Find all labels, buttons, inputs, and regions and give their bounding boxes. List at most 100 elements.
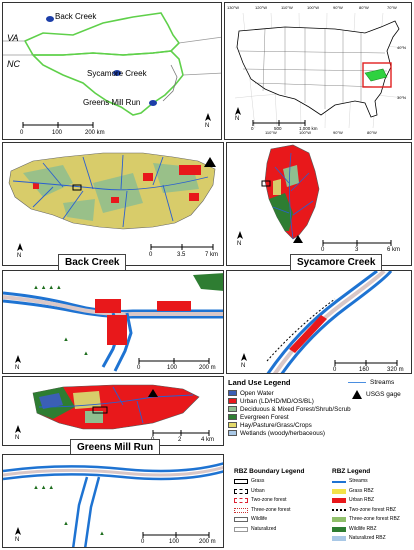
scale-tick-2: 200 m	[199, 539, 216, 545]
legend-item: Urban RBZ	[332, 496, 412, 506]
scale-tick-2: 6 km	[387, 247, 401, 253]
legend-item: Urban (LD/HD/MD/OS/BL)	[228, 397, 348, 405]
lon-label-bottom-3: 80°W	[367, 130, 377, 135]
north-arrow-label: N	[17, 253, 22, 259]
back-creek-detail-map: ▲ ▲ ▲ ▲ ▲ ▲	[3, 273, 223, 372]
scale-tick-2: 200 km	[85, 130, 105, 136]
greens-detail-panel: ▲ ▲ ▲ ▲ ▲ N 0 100 200 m	[2, 454, 224, 548]
swatch	[234, 517, 248, 523]
legend-item: Three-zone forest RBZ	[332, 515, 412, 525]
sycamore-detail-map	[241, 271, 398, 373]
va-state-label: VA	[7, 33, 19, 43]
scale-tick-2: 320 m	[387, 367, 404, 373]
swatch	[234, 488, 248, 494]
scale-tick-2: 7 km	[205, 252, 219, 258]
scale-tick-0: 0	[20, 130, 24, 136]
lon-label-top-5: 80°W	[359, 5, 369, 10]
scale-tick-1: 160	[359, 367, 370, 373]
scale-tick-2: 4 km	[201, 437, 215, 443]
rbz-legend: RBZ Legend Streams Grass RBZ Urban RBZ T…	[332, 468, 412, 548]
swatch	[332, 536, 346, 542]
svg-text:▲: ▲	[99, 531, 105, 537]
north-arrow-label: N	[237, 241, 242, 247]
swatch	[332, 526, 346, 532]
scale-tick-0: 0	[149, 252, 153, 258]
legend-item: Hay/Pasture/Grass/Crops	[228, 421, 348, 429]
legend-item: Streams	[332, 477, 412, 487]
north-arrow-label: N	[235, 116, 240, 122]
lat-label-1: 30°N	[397, 95, 406, 100]
legend-item: Wetlands (woody/herbaceous)	[228, 429, 348, 437]
back-creek-watershed-map	[8, 152, 216, 251]
sycamore-creek-title: Sycamore Creek	[290, 254, 383, 271]
swatch	[228, 390, 237, 396]
sycamore-detail-panel: N 0 160 320 m	[226, 270, 412, 374]
gage-legend-item: USGS gage	[352, 390, 401, 399]
lon-label-top-0: 130°W	[227, 5, 240, 10]
lon-label-top-4: 90°W	[333, 5, 343, 10]
north-arrow-label: N	[15, 365, 20, 371]
back-creek-title: Back Creek	[58, 254, 127, 271]
rbz-boundary-legend: RBZ Boundary Legend Grass Urban Two-zone…	[234, 468, 324, 548]
scale-tick-0: 0	[141, 539, 145, 545]
greens-mill-run-site-label: Greens Mill Run	[83, 98, 141, 107]
rbz-boundary-legend-title: RBZ Boundary Legend	[234, 468, 305, 475]
swatch	[228, 398, 237, 404]
scale-tick-1: 3.5	[177, 252, 186, 258]
scale-tick-1: 100	[169, 539, 180, 545]
rbz-legend-title: RBZ Legend	[332, 468, 371, 475]
swatch	[234, 507, 248, 513]
legend-item: Evergreen Forest	[228, 413, 348, 421]
legend-item: Open Water	[228, 389, 348, 397]
nc-va-map	[3, 3, 221, 139]
legend-item: Urban	[234, 487, 324, 497]
legend-item: Two-zone forest	[234, 496, 324, 506]
land-use-legend-title: Land Use Legend	[228, 378, 291, 387]
legend-item: Naturalized	[234, 525, 324, 535]
land-use-legend: Land Use Legend Open Water Urban (LD/HD/…	[228, 378, 412, 448]
swatch	[228, 414, 237, 420]
greens-mill-run-map	[15, 384, 210, 436]
us-map-panel: 130°W 120°W 110°W 100°W 90°W 80°W 70°W 1…	[224, 2, 412, 140]
scale-tick-1: 2	[178, 437, 182, 443]
stream-line-icon	[348, 382, 366, 383]
nc-state-label: NC	[7, 59, 20, 69]
svg-text:▲ ▲ ▲: ▲ ▲ ▲	[33, 485, 54, 491]
swatch	[332, 498, 346, 504]
lon-label-bottom-2: 90°W	[333, 130, 343, 135]
lon-label-top-1: 120°W	[255, 5, 268, 10]
swatch	[332, 509, 346, 512]
swatch	[332, 517, 346, 523]
triangle-icon	[352, 390, 362, 399]
scale-tick-2: 200 m	[199, 365, 216, 371]
greens-mill-run-panel: N 0 2 4 km	[2, 376, 224, 446]
legend-item: Deciduous & Mixed Forest/Shrub/Scrub	[228, 405, 351, 413]
swatch	[234, 526, 248, 532]
scale-tick-0: 0	[333, 367, 337, 373]
scale-tick-1: 500	[274, 126, 282, 131]
svg-text:▲: ▲	[83, 351, 89, 357]
scale-tick-1: 100	[167, 365, 178, 371]
north-arrow-label: N	[15, 435, 20, 441]
swatch	[332, 480, 346, 483]
sycamore-watershed-panel: N 0 3 6 km	[226, 142, 412, 266]
lon-label-bottom-1: 100°W	[299, 130, 312, 135]
swatch	[332, 488, 346, 494]
greens-detail-map: ▲ ▲ ▲ ▲ ▲	[3, 462, 223, 547]
scale-tick-0: 0	[251, 126, 254, 131]
svg-text:▲: ▲	[63, 337, 69, 343]
legend-item: Naturalized RBZ	[332, 534, 412, 544]
sycamore-watershed-map	[237, 144, 392, 246]
swatch	[228, 430, 237, 436]
legend-item: Wildlife RBZ	[332, 525, 412, 535]
scale-tick-1: 3	[355, 247, 359, 253]
scale-tick-1: 100	[52, 130, 63, 136]
scale-tick-0: 0	[321, 247, 325, 253]
us-map	[234, 12, 406, 129]
legend-item: Grass	[234, 477, 324, 487]
north-arrow-label: N	[15, 537, 20, 543]
lat-label-0: 40°N	[397, 45, 406, 50]
north-arrow-label: N	[241, 363, 246, 369]
svg-text:▲: ▲	[63, 521, 69, 527]
swatch	[234, 479, 248, 485]
